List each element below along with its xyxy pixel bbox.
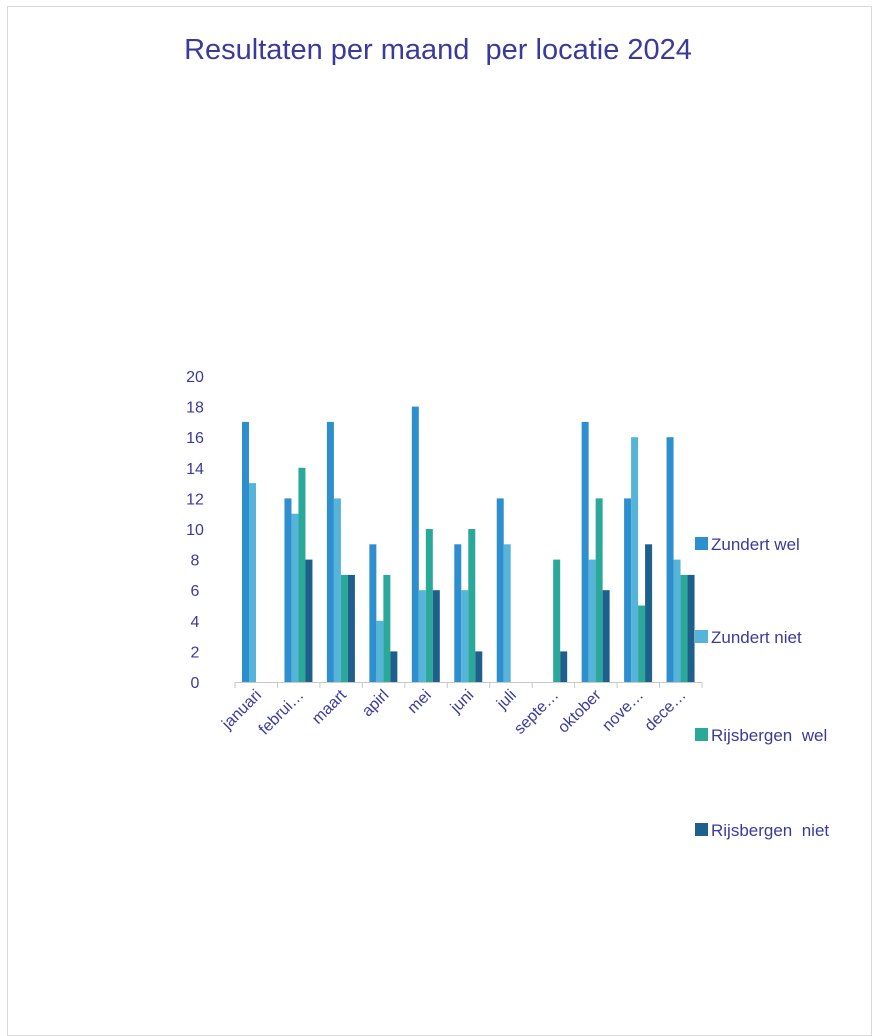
legend-label: Rijsbergen niet [711,821,829,840]
bar [666,437,674,682]
bar [496,498,504,682]
legend-swatch [695,630,708,643]
bar [418,590,426,682]
bar [291,513,299,682]
x-category-label: apirl [359,687,392,720]
bar [249,483,256,682]
y-tick-label: 0 [191,675,200,692]
y-tick-label: 14 [186,461,204,478]
legend-swatch [695,728,708,741]
y-tick-label: 4 [191,614,200,631]
bar [560,651,568,682]
y-tick-label: 2 [191,644,200,661]
legend-label: Zundert wel [711,535,800,554]
bars [242,406,695,682]
bar [411,406,419,682]
y-tick-label: 20 [186,369,204,386]
bar [680,574,688,682]
bar [284,498,292,682]
bar [475,651,483,682]
x-category-label: septe… [511,687,562,738]
bar [595,498,603,682]
x-category-label: juli [493,687,520,714]
bar [631,437,639,682]
bar [503,544,511,682]
legend-label: Rijsbergen wel [711,726,827,745]
legend-swatch [695,537,708,550]
bar [326,421,334,682]
bar [242,421,249,682]
bar [390,651,398,682]
legend-swatch [695,823,708,836]
bar [454,544,462,682]
chart-title: Resultaten per maand per locatie 2024 [184,34,692,66]
bar [369,544,377,682]
bar [333,498,341,682]
bar [687,574,695,682]
bar [553,559,561,682]
x-category-label: maart [309,686,350,727]
bar [638,605,646,682]
y-tick-label: 16 [186,430,204,447]
bar [340,574,348,682]
legend-label: Zundert niet [711,628,802,647]
bar [645,544,653,682]
y-tick-label: 18 [186,400,204,417]
x-category-label: nove… [599,687,647,735]
x-category-label: oktober [555,686,605,736]
bar [376,620,384,682]
y-tick-label: 12 [186,491,204,508]
bar [432,590,440,682]
bar [383,574,391,682]
bar [602,590,610,682]
bar [298,467,306,682]
bar [673,559,681,682]
bar [624,498,632,682]
bar [461,590,469,682]
x-category-label: februi… [256,687,308,739]
x-category-label: dece… [642,687,690,735]
y-axis: 0 2 4 6 8 10 12 14 16 18 20 [186,369,204,692]
legend: Zundert wel Zundert niet Rijsbergen wel Rij… [695,535,829,840]
bar [588,559,596,682]
bar [347,574,355,682]
bar [425,529,433,682]
bar [581,421,589,682]
y-tick-label: 6 [191,583,200,600]
y-tick-label: 10 [186,522,204,539]
bar [468,529,476,682]
x-category-label: mei [405,687,435,717]
x-category-label: juni [447,687,477,717]
bar [305,559,313,682]
y-tick-label: 8 [191,553,200,570]
